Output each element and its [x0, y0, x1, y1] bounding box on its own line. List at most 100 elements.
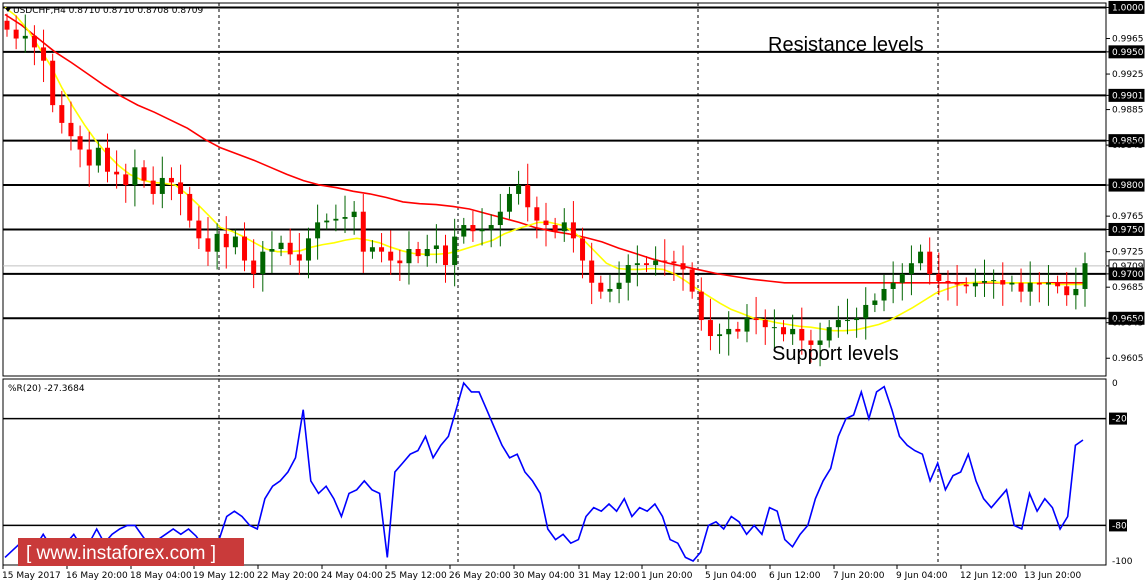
- candle-body: [4, 20, 10, 30]
- ma-line: [4, 13, 1083, 284]
- wpr-indicator: 0 -20 -80 -100: [3, 379, 1133, 567]
- candle-body: [461, 225, 467, 237]
- candle-body: [150, 180, 156, 194]
- time-axis: 15 May 2017 16 May 20:00 18 May 04:00 19 Ma…: [2, 565, 1081, 581]
- candle-body: [634, 263, 640, 265]
- candle-body: [1000, 280, 1006, 285]
- price-tick-label: 0.9645: [1112, 319, 1144, 329]
- time-tick-label: 24 May 04:00: [321, 571, 383, 581]
- candle-body: [662, 260, 668, 262]
- candle-body: [242, 236, 248, 261]
- candle-body: [1018, 282, 1024, 292]
- price-tag: [1108, 222, 1145, 236]
- candle-body: [625, 264, 631, 283]
- candle-body: [899, 273, 905, 283]
- price-tick-label: 1.0000: [1112, 3, 1144, 13]
- price-axis: 1.0000 0.9965 0.9950 0.9925 0.9901 0.9885 0.98…: [1106, 0, 1145, 364]
- price-pane[interactable]: [2, 2, 1107, 377]
- price-tick-label: 0.9750: [1112, 225, 1144, 235]
- candle-body: [470, 225, 476, 232]
- candle-body: [717, 334, 723, 337]
- candle-body: [278, 242, 284, 250]
- candle-body: [232, 236, 238, 248]
- price-tick-label: 0.9800: [1112, 181, 1144, 191]
- candle-body: [388, 251, 394, 261]
- candle-body: [689, 269, 695, 292]
- price-tick-label: 0.9709: [1112, 262, 1144, 272]
- price-tick-label: 0.9765: [1112, 212, 1144, 222]
- candle-body: [333, 218, 339, 221]
- candle-body: [552, 225, 558, 232]
- candle-body: [954, 282, 960, 285]
- candle-body: [415, 249, 421, 257]
- watermark-box[interactable]: [18, 538, 244, 566]
- time-tick-label: 12 Jun 12:00: [960, 571, 1017, 581]
- candle-body: [123, 174, 129, 186]
- candle-body: [872, 300, 878, 305]
- candle-body: [1073, 288, 1079, 296]
- candle-body: [223, 233, 229, 248]
- candle-body: [881, 288, 887, 301]
- candle-body: [379, 247, 385, 252]
- wpr-title: %R(20) -27.3684: [8, 384, 85, 394]
- price-tick-label: 0.9605: [1112, 354, 1144, 364]
- price-tick-label: 0.9925: [1112, 70, 1144, 80]
- candle-body: [972, 282, 978, 287]
- candle-body: [598, 282, 604, 292]
- candle-body: [991, 280, 997, 282]
- candle-body: [790, 328, 796, 335]
- candle-body: [488, 225, 494, 230]
- candle-body: [863, 304, 869, 319]
- candle-body: [580, 238, 586, 261]
- candle-body: [1045, 282, 1051, 285]
- price-tag: [1108, 178, 1145, 192]
- price-tag: [1108, 134, 1145, 148]
- price-tag: [1108, 88, 1145, 102]
- vertical-grid: [218, 3, 939, 565]
- candle-body: [506, 193, 512, 212]
- candle-body: [50, 60, 56, 106]
- price-tick-label: 0.9700: [1112, 270, 1144, 280]
- candle-body: [927, 251, 933, 274]
- candle-body: [707, 320, 713, 337]
- price-tag: [1108, 311, 1145, 325]
- candle-body: [360, 211, 366, 252]
- wpr-tick-label: -100: [1112, 557, 1133, 567]
- candle-body: [114, 171, 120, 175]
- time-tick-label: 22 May 20:00: [257, 571, 319, 581]
- time-tick-label: 5 Jun 04:00: [705, 571, 757, 581]
- candle-body: [516, 185, 522, 194]
- candle-body: [196, 220, 202, 239]
- price-tick-label: 0.9650: [1112, 314, 1144, 324]
- price-tick-label: 0.9885: [1112, 106, 1144, 116]
- wpr-pane[interactable]: [2, 378, 1107, 566]
- candle-body: [680, 263, 686, 270]
- price-tick-label: 0.9725: [1112, 248, 1144, 258]
- time-tick-label: 13 Jun 20:00: [1024, 571, 1081, 581]
- candle-body: [251, 260, 257, 274]
- candle-body: [443, 245, 449, 265]
- time-tick-label: 1 Jun 20:00: [641, 571, 693, 581]
- candle-body: [287, 242, 293, 255]
- candle-body: [1082, 263, 1088, 289]
- candle-body: [525, 185, 531, 208]
- price-tag: [1108, 45, 1145, 59]
- time-tick-label: 9 Jun 04:00: [896, 571, 948, 581]
- candle-body: [260, 251, 266, 274]
- candle-body: [607, 288, 613, 292]
- candle-body: [735, 328, 741, 332]
- candle-body: [1055, 282, 1061, 287]
- candle-body: [543, 220, 549, 226]
- candle-body: [269, 249, 275, 252]
- time-tick-label: 16 May 20:00: [66, 571, 128, 581]
- candle-body: [95, 147, 101, 166]
- watermark-text[interactable]: [ www.instaforex.com ]: [26, 543, 216, 564]
- candle-body: [305, 238, 311, 261]
- candle-body: [369, 247, 375, 252]
- candle-body: [753, 318, 759, 321]
- candle-body: [424, 249, 430, 257]
- price-tick-label: 0.9685: [1112, 283, 1144, 293]
- wpr-tag: [1109, 412, 1127, 425]
- wpr-tick-label: -20: [1112, 415, 1127, 425]
- candle-body: [13, 29, 19, 39]
